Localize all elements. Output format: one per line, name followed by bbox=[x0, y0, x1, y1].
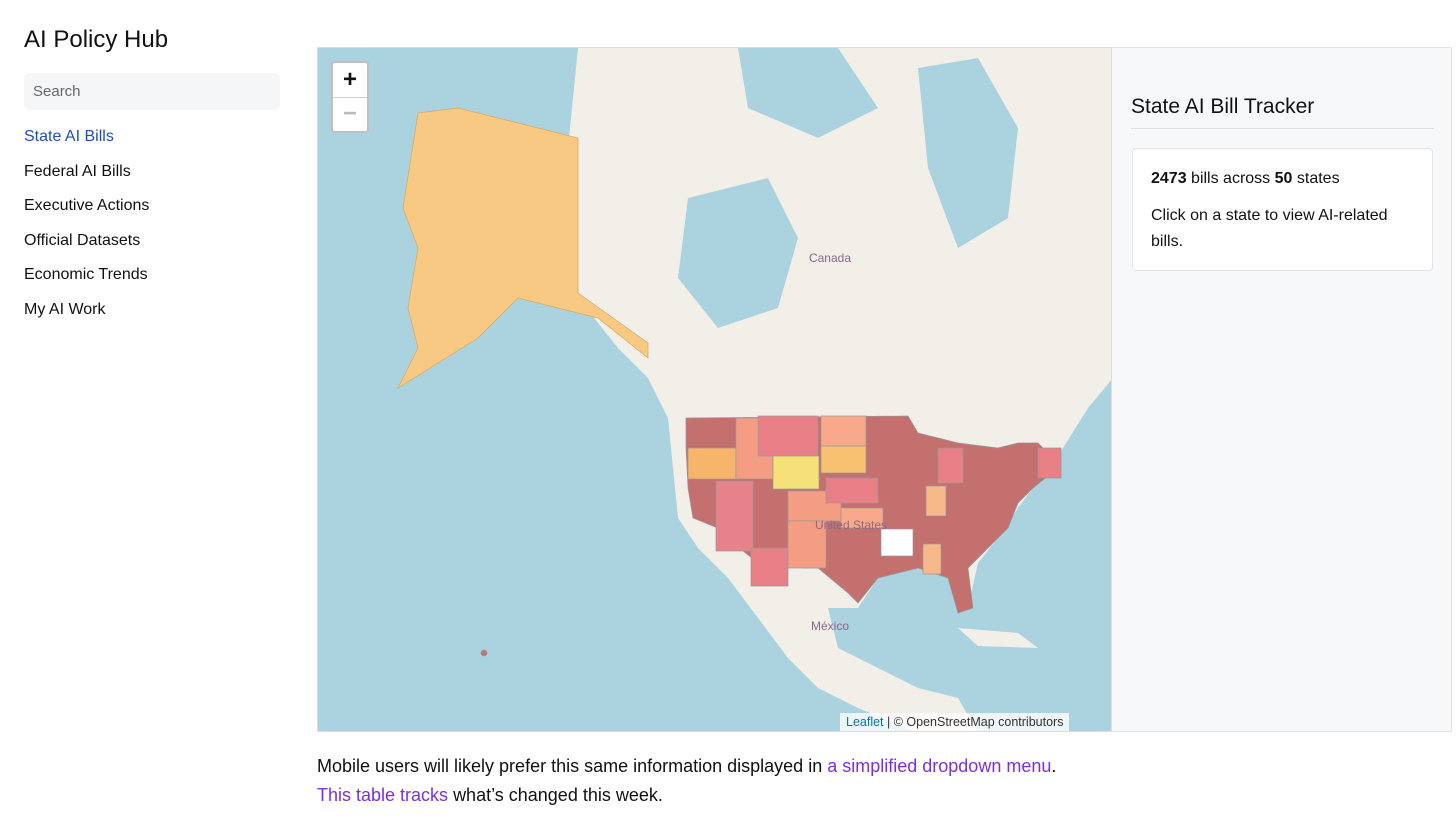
caribbean-island bbox=[958, 628, 1038, 648]
app-title: AI Policy Hub bbox=[24, 26, 169, 53]
zoom-in[interactable]: + bbox=[333, 63, 367, 98]
state[interactable] bbox=[840, 507, 884, 529]
state[interactable] bbox=[820, 445, 867, 474]
footer-link[interactable]: a simplified dropdown menu bbox=[827, 756, 1052, 776]
state[interactable] bbox=[687, 447, 737, 480]
stats-line: 2473 bills across 50 states bbox=[1151, 170, 1340, 188]
footer-text: . bbox=[1051, 756, 1057, 776]
info-card bbox=[1132, 148, 1433, 271]
map-labels: Canada United States México bbox=[809, 251, 887, 633]
footer-text: Mobile users will likely prefer this sam… bbox=[317, 756, 823, 776]
bill-count: 2473 bbox=[1151, 170, 1187, 187]
state[interactable] bbox=[825, 477, 879, 504]
state[interactable] bbox=[772, 455, 820, 490]
arctic-water bbox=[738, 48, 878, 138]
nav-link[interactable]: Official Datasets bbox=[24, 232, 141, 249]
state[interactable] bbox=[757, 415, 819, 457]
state-count: 50 bbox=[1274, 170, 1293, 187]
state[interactable] bbox=[922, 543, 942, 575]
map-canvas: Canada United States México bbox=[397, 48, 1111, 731]
baffin-water bbox=[918, 58, 1018, 248]
footer-line: Mobile users will likely prefer this sam… bbox=[317, 756, 1056, 777]
state[interactable] bbox=[820, 415, 867, 447]
stats-text: states bbox=[1296, 170, 1340, 187]
state[interactable] bbox=[1037, 447, 1062, 479]
nav-link[interactable]: Executive Actions bbox=[24, 197, 150, 214]
nav-link[interactable]: State AI Bills bbox=[24, 128, 114, 145]
stats-text: bills across bbox=[1191, 170, 1271, 187]
attribution: Leaflet | © OpenStreetMap contributors bbox=[840, 713, 1070, 731]
state[interactable] bbox=[937, 447, 964, 484]
state[interactable] bbox=[925, 485, 947, 517]
map-label: México bbox=[811, 619, 849, 633]
attribution-text: | © OpenStreetMap contributors bbox=[887, 715, 1064, 729]
panel-title: State AI Bill Tracker bbox=[1131, 95, 1315, 118]
zoom-out[interactable]: − bbox=[342, 100, 357, 127]
map-label: United States bbox=[815, 518, 887, 532]
map[interactable]: Canada United States México bbox=[317, 47, 1112, 732]
nav-link[interactable]: Federal AI Bills bbox=[24, 163, 131, 180]
state[interactable] bbox=[787, 520, 827, 569]
footer-line: This table tracks what’s changed this we… bbox=[317, 785, 663, 806]
map-label: Canada bbox=[809, 251, 851, 265]
divider bbox=[1131, 128, 1434, 129]
hudson-bay bbox=[678, 178, 798, 328]
zoom-control: + − bbox=[331, 61, 369, 133]
state-shapes bbox=[480, 415, 1062, 657]
nav-link[interactable]: Economic Trends bbox=[24, 266, 148, 283]
state[interactable] bbox=[880, 528, 914, 557]
state[interactable] bbox=[750, 547, 789, 587]
footer-link[interactable]: This table tracks bbox=[317, 785, 449, 805]
nav-link[interactable]: My AI Work bbox=[24, 301, 106, 318]
alaska bbox=[397, 107, 649, 389]
footer-text: what’s changed this week. bbox=[453, 785, 663, 805]
state[interactable] bbox=[715, 480, 754, 552]
leaflet-link[interactable]: Leaflet bbox=[846, 715, 884, 729]
hint-text: Click on a state to view AI-related bill… bbox=[1151, 207, 1388, 250]
search-input[interactable]: Search bbox=[24, 73, 280, 110]
hawaii[interactable] bbox=[480, 649, 488, 657]
